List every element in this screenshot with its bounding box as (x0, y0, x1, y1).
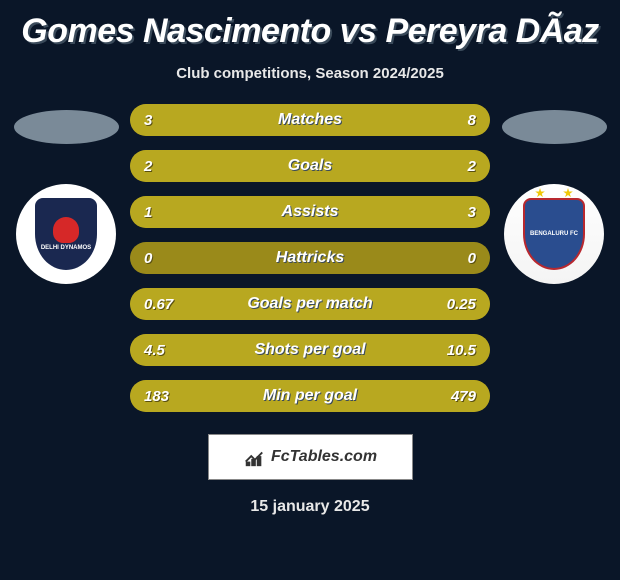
stat-row: 2 2 Goals (130, 150, 490, 182)
stat-value-left: 1 (144, 204, 152, 221)
stat-row: 1 3 Assists (130, 196, 490, 228)
date: 15 january 2025 (0, 498, 620, 516)
stat-row: 0 0 Hattricks (130, 242, 490, 274)
stat-label: Shots per goal (254, 341, 365, 359)
right-club-crest: BENGALURU FC (504, 184, 604, 284)
comparison-layout: DELHI DYNAMOS 3 8 Matches 2 2 Goals 1 3 Assists 0… (0, 104, 620, 412)
stat-label: Hattricks (276, 249, 344, 267)
stat-value-left: 0 (144, 250, 152, 267)
stat-fill-right (227, 104, 490, 136)
stat-value-right: 0 (468, 250, 476, 267)
stat-value-right: 0.25 (447, 296, 476, 313)
stat-value-right: 479 (451, 388, 476, 405)
stat-value-left: 2 (144, 158, 152, 175)
stat-label: Goals per match (247, 295, 372, 313)
left-club-crest: DELHI DYNAMOS (16, 184, 116, 284)
stat-row: 183 479 Min per goal (130, 380, 490, 412)
left-crest-mascot-icon (53, 217, 79, 243)
footer-text: FcTables.com (271, 448, 377, 466)
stat-value-right: 8 (468, 112, 476, 129)
stat-row: 4.5 10.5 Shots per goal (130, 334, 490, 366)
footer-logo: FcTables.com (208, 434, 413, 480)
subtitle: Club competitions, Season 2024/2025 (0, 65, 620, 82)
stat-bars-container: 3 8 Matches 2 2 Goals 1 3 Assists 0 0 Hattricks 0.67… (126, 104, 494, 412)
stat-fill-right (220, 196, 490, 228)
chart-icon (243, 446, 265, 468)
right-player-ellipse (502, 110, 607, 144)
stat-row: 3 8 Matches (130, 104, 490, 136)
right-crest-shield: BENGALURU FC (523, 198, 585, 270)
stat-value-right: 3 (468, 204, 476, 221)
stat-value-left: 0.67 (144, 296, 173, 313)
stat-fill-left (130, 150, 310, 182)
right-player-column: BENGALURU FC (494, 104, 614, 412)
left-crest-shield: DELHI DYNAMOS (35, 198, 97, 270)
stat-value-left: 4.5 (144, 342, 165, 359)
stat-row: 0.67 0.25 Goals per match (130, 288, 490, 320)
stat-label: Assists (282, 203, 339, 221)
stat-value-left: 183 (144, 388, 169, 405)
left-player-column: DELHI DYNAMOS (6, 104, 126, 412)
stat-value-right: 10.5 (447, 342, 476, 359)
stat-value-left: 3 (144, 112, 152, 129)
left-crest-text: DELHI DYNAMOS (41, 245, 91, 251)
stat-label: Matches (278, 111, 342, 129)
page-title: Gomes Nascimento vs Pereyra DÃaz (0, 0, 620, 51)
right-crest-text: BENGALURU FC (530, 231, 578, 238)
stat-value-right: 2 (468, 158, 476, 175)
stat-label: Min per goal (263, 387, 357, 405)
stat-fill-right (310, 150, 490, 182)
stat-label: Goals (288, 157, 332, 175)
left-player-ellipse (14, 110, 119, 144)
